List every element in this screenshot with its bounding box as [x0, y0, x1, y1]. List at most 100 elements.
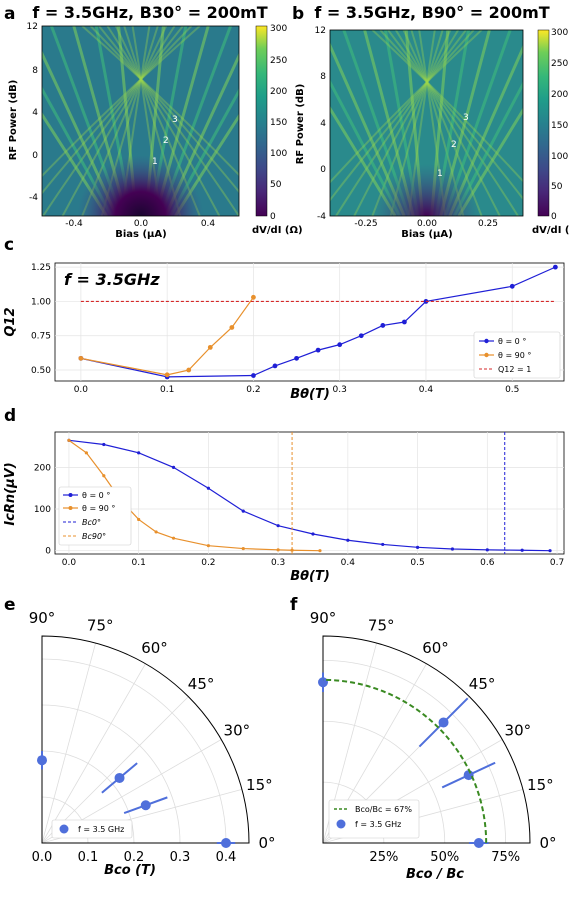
polar-legend-text: Bco/Bc = 67% [355, 805, 412, 814]
polar-angle-label: 15° [527, 776, 554, 794]
a-ytick-8: 8 [32, 66, 38, 76]
polar-r-label: 25% [369, 850, 398, 865]
polar-angle-label: 90° [310, 609, 337, 627]
cbar-b-tick-200: 200 [551, 90, 568, 100]
d-legend-0: θ = 0 ° [82, 491, 110, 500]
polar-point [473, 838, 484, 848]
point-series-1 [206, 544, 210, 548]
polar-legend-marker [336, 819, 346, 829]
c-inset-text: f = 3.5GHz [64, 270, 160, 289]
polar-angle-label: 60° [141, 639, 168, 657]
polar-angle-label: 30° [224, 722, 251, 740]
xtick-label: 0.7 [550, 558, 564, 568]
c-legend-0: θ = 0 ° [498, 337, 526, 346]
panel-c: c 0.0 0.1 0.2 0.3 0.4 0.5 1.25 1.00 0.75 0.50 f =… [3, 235, 565, 402]
point-series-0 [241, 509, 245, 513]
c-xlabel: Bθ(T) [290, 387, 330, 402]
b-annotation-2: 2 [451, 140, 457, 150]
polar-r-label: 0.1 [78, 850, 99, 865]
point-series-1 [318, 549, 322, 553]
d-legend-1: θ = 90 ° [82, 504, 115, 513]
polar-angle-label: 45° [188, 675, 215, 693]
cbar-b-tick-50: 50 [551, 182, 563, 192]
point-series-1 [154, 530, 158, 534]
marks-c [78, 264, 558, 380]
b-xlabel: Bias (μA) [401, 229, 452, 240]
b-ytick-0: 0 [320, 165, 326, 175]
polar-point [438, 717, 449, 728]
polar-point [114, 772, 125, 783]
polar-legend-box [51, 819, 133, 839]
point-series-1 [67, 438, 71, 442]
cbar-b-tick-100: 100 [551, 152, 568, 162]
ticks-d: 0.0 0.1 0.2 0.3 0.4 0.5 0.6 0.7 200 100 0 [34, 463, 564, 568]
c-legend-2: Q12 = 1 [498, 365, 531, 374]
xtick-label: 0.3 [333, 385, 347, 395]
xtick-label: 0.6 [480, 558, 495, 568]
polar-frame [41, 635, 250, 844]
a-ytick-m4: -4 [29, 193, 38, 203]
point-series-0 [251, 373, 256, 378]
polar-r-label: 0.4 [216, 850, 237, 865]
point-series-0 [520, 548, 524, 552]
point-series-1 [290, 548, 294, 552]
point-series-1 [276, 548, 280, 552]
polar-angle-label: 0° [539, 834, 556, 852]
colorbar-b [537, 29, 550, 217]
point-series-0 [137, 451, 141, 455]
ticks-c: 0.0 0.1 0.2 0.3 0.4 0.5 1.25 1.00 0.75 0.50 [31, 263, 519, 395]
b-ytick-m4: -4 [317, 212, 326, 222]
polar-e: 90° 75° 60° 45° 30° 15° 0° 0.0 0.1 0.2 0.3 0.4 f = 3… [29, 609, 276, 865]
b-annotation-1: 1 [437, 169, 443, 179]
e-rlabel: Bco (T) [104, 863, 156, 878]
cbar-a-label: dV/dI (Ω) [252, 225, 303, 236]
b-xtick-025: 0.25 [478, 219, 498, 229]
cbar-a-tick-250: 250 [270, 56, 287, 66]
point-series-0 [276, 524, 280, 528]
polar-f: 90° 75° 60° 45° 30° 15° 0° 25% 50% 75% Bco/Bc = 67… [310, 609, 557, 865]
panel-d-label: d [4, 406, 16, 426]
point-series-0 [552, 264, 558, 270]
legend-d: θ = 0 ° θ = 90 ° Bc0° Bc90° [58, 486, 132, 546]
line-series-1 [80, 296, 254, 376]
b-ytick-4: 4 [320, 119, 326, 129]
polar-angle-label: 15° [246, 776, 273, 794]
b-xtick-0: 0.00 [417, 219, 437, 229]
point-series-0 [346, 538, 350, 542]
point-series-1 [78, 355, 84, 361]
point-series-0 [485, 548, 489, 552]
a-ylabel: RF Power (dB) [8, 80, 19, 161]
panel-f: f 90° 75° 60° 45° 30° 15° 0° 25% 50% 75% Bco/Bc = … [290, 595, 557, 882]
point-series-1 [241, 546, 245, 551]
polar-angle-label: 45° [469, 675, 496, 693]
xtick-label: 0.1 [160, 385, 174, 395]
polar-point [37, 755, 47, 766]
polar-angle-label: 75° [368, 617, 395, 635]
d-ylabel: IcRn(μV) [3, 462, 18, 525]
b-xtick-m025: -0.25 [354, 219, 377, 229]
polar-r-label: 0.3 [170, 850, 191, 865]
polar-angle-label: 60° [422, 639, 449, 657]
point-series-1 [207, 344, 213, 350]
xtick-label: 0.4 [419, 385, 434, 395]
panel-b: b f = 3.5GHz, B90° = 200mT 300 250 200 1… [292, 3, 569, 240]
polar-spoke [41, 696, 189, 844]
xtick-label: 0.5 [410, 558, 424, 568]
point-series-1 [229, 325, 235, 330]
c-ylabel: Q12 [3, 307, 18, 336]
point-series-0 [548, 549, 552, 553]
point-series-0 [450, 547, 455, 551]
grid-d [55, 432, 564, 554]
point-series-1 [137, 517, 141, 522]
point-series-0 [294, 355, 299, 361]
xtick-label: 0.2 [201, 558, 215, 568]
line-series-1 [68, 439, 320, 552]
xtick-label: 0.4 [341, 558, 356, 568]
a-xlabel: Bias (μA) [115, 229, 166, 240]
ytick-label: 0 [45, 547, 51, 557]
f-rlabel: Bco / Bc [406, 867, 464, 882]
polar-legend-text: f = 3.5 GHz [355, 820, 401, 829]
legend-c: θ = 0 ° θ = 90 ° Q12 = 1 [473, 331, 561, 379]
point-series-1 [102, 474, 106, 478]
